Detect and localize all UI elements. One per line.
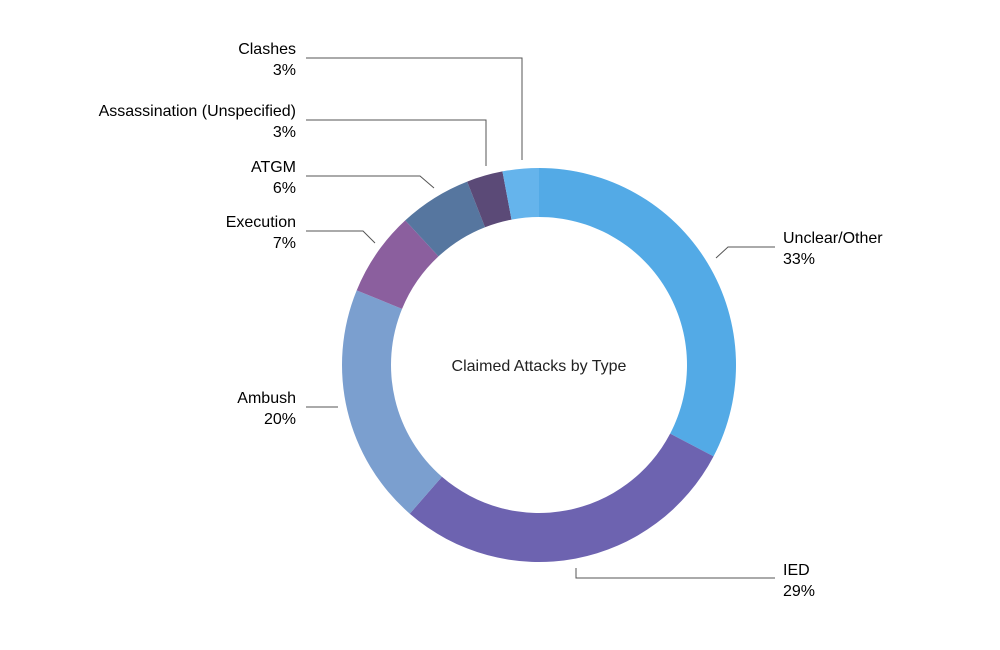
leader-lines xyxy=(306,57,775,579)
leader-line-atgm xyxy=(306,175,435,189)
slice-label-unclear-other: Unclear/Other xyxy=(783,230,883,247)
slice-atgm xyxy=(405,181,486,257)
slice-value-unclear-other: 33% xyxy=(783,251,815,268)
slice-label-clashes: Clashes xyxy=(238,41,296,58)
slice-label-ambush: Ambush xyxy=(237,390,296,407)
donut-slices xyxy=(341,168,736,563)
slice-value-ied: 29% xyxy=(783,583,815,600)
slice-label-ied: IED xyxy=(783,562,810,579)
leader-line-unclear-other xyxy=(715,246,775,259)
slice-value-assassination-unspecified: 3% xyxy=(273,124,296,141)
slice-execution xyxy=(356,220,439,309)
slice-clashes xyxy=(502,168,539,220)
slice-ied xyxy=(409,433,714,563)
slice-assassination-unspecified xyxy=(467,171,512,228)
chart-title: Claimed Attacks by Type xyxy=(452,358,627,375)
leader-line-assassination-unspecified xyxy=(306,119,487,166)
slice-value-clashes: 3% xyxy=(273,62,296,79)
slice-label-assassination-unspecified: Assassination (Unspecified) xyxy=(99,103,296,120)
slice-label-atgm: ATGM xyxy=(251,159,296,176)
slice-label-execution: Execution xyxy=(226,214,296,231)
slice-value-atgm: 6% xyxy=(273,180,296,197)
slice-labels: Unclear/Other 33% IED 29% Ambush 20% Execution… xyxy=(99,41,884,600)
slice-value-ambush: 20% xyxy=(264,411,296,428)
leader-line-ied xyxy=(575,568,775,579)
leader-line-execution xyxy=(306,230,376,244)
leader-line-clashes xyxy=(306,57,523,160)
slice-unclear-other xyxy=(539,168,736,457)
slice-ambush xyxy=(341,290,442,514)
slice-value-execution: 7% xyxy=(273,235,296,252)
